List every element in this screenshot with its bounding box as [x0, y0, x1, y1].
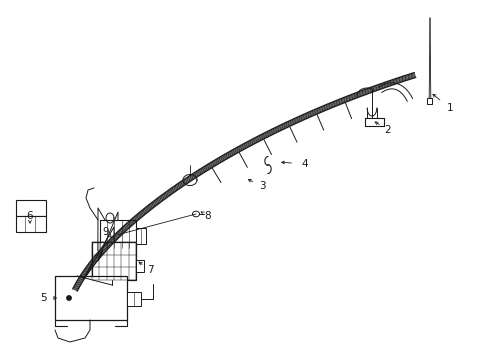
Bar [427, 98, 431, 104]
Text: 8: 8 [204, 211, 211, 221]
Text: 2: 2 [384, 125, 390, 135]
Text: 1: 1 [446, 103, 452, 113]
Bar [100, 220, 136, 248]
Bar [92, 242, 136, 280]
Text: 6: 6 [27, 211, 33, 221]
Bar [127, 292, 141, 306]
Bar [55, 276, 127, 320]
Text: 7: 7 [146, 265, 153, 275]
Bar [136, 228, 146, 244]
Bar [136, 260, 143, 272]
Text: 5: 5 [41, 293, 47, 303]
Text: 9: 9 [102, 227, 109, 237]
Bar [16, 216, 46, 232]
Bar [16, 200, 46, 216]
Text: 4: 4 [301, 159, 307, 169]
Circle shape [67, 296, 71, 300]
Text: 3: 3 [258, 181, 265, 191]
